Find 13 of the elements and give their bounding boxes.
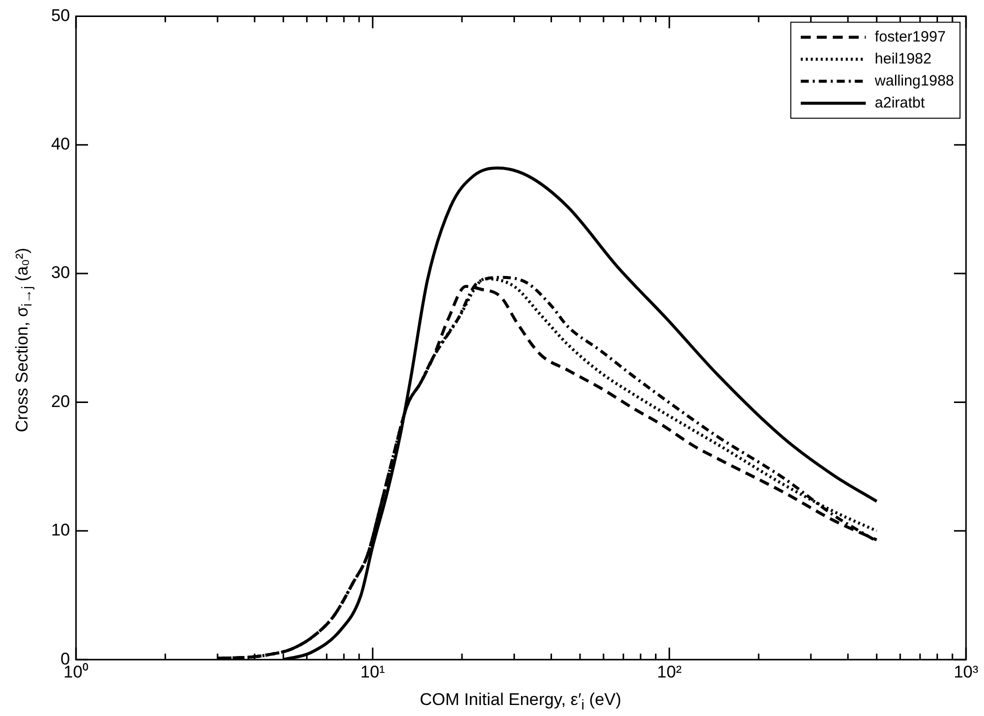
x-tick-label: 10²: [657, 662, 682, 682]
legend-label: a2iratbt: [874, 94, 926, 112]
legend-label: walling1988: [874, 72, 954, 90]
x-tick-label: 10¹: [360, 662, 386, 682]
y-tick-label: 40: [51, 134, 70, 154]
y-tick-label: 10: [51, 520, 70, 540]
y-tick-label: 30: [51, 263, 70, 282]
legend-label: heil1982: [874, 50, 932, 68]
y-tick-label: 50: [51, 6, 70, 25]
legend-label: foster1997: [874, 28, 946, 46]
y-tick-label: 20: [51, 392, 70, 411]
x-axis-title: COM Initial Energy, ε′$_{i}$ (eV): [418, 690, 622, 714]
x-tick-label: 10³: [954, 662, 979, 682]
